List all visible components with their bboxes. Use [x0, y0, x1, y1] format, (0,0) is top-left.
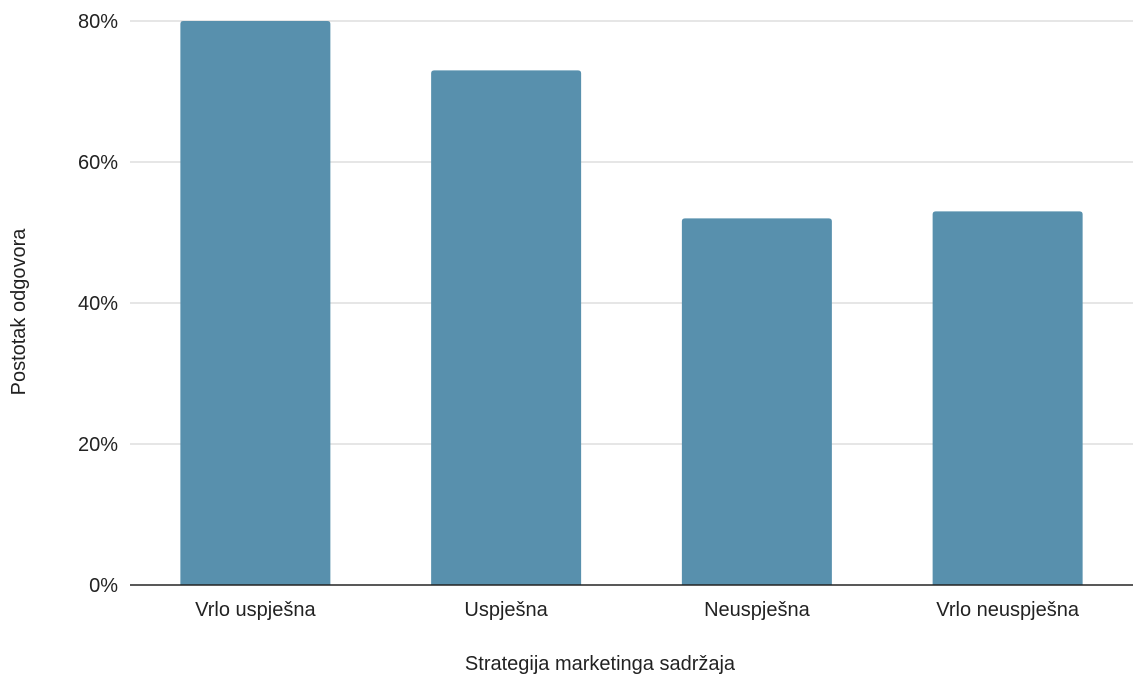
x-tick-label: Vrlo uspješna [195, 599, 316, 621]
x-tick-label: Uspješna [464, 599, 548, 621]
y-tick-label: 40% [78, 293, 118, 315]
y-tick-label: 20% [78, 434, 118, 456]
bars [180, 21, 1083, 586]
bar [681, 218, 832, 585]
y-tick-label: 60% [78, 152, 118, 174]
bar [431, 70, 582, 586]
x-axis-title: Strategija marketinga sadržaja [465, 653, 736, 675]
y-tick-label: 0% [89, 575, 118, 597]
bar [932, 211, 1083, 585]
y-tick-label: 80% [78, 11, 118, 33]
y-tick-labels: 0% 20% 40% 60% 80% [78, 11, 118, 597]
x-tick-label: Vrlo neuspješna [936, 599, 1080, 621]
y-axis-title: Postotak odgovora [8, 228, 30, 396]
x-tick-label: Neuspješna [704, 599, 811, 621]
bar [180, 21, 331, 585]
x-tick-labels: Vrlo uspješna Uspješna Neuspješna Vrlo neus… [195, 599, 1080, 621]
